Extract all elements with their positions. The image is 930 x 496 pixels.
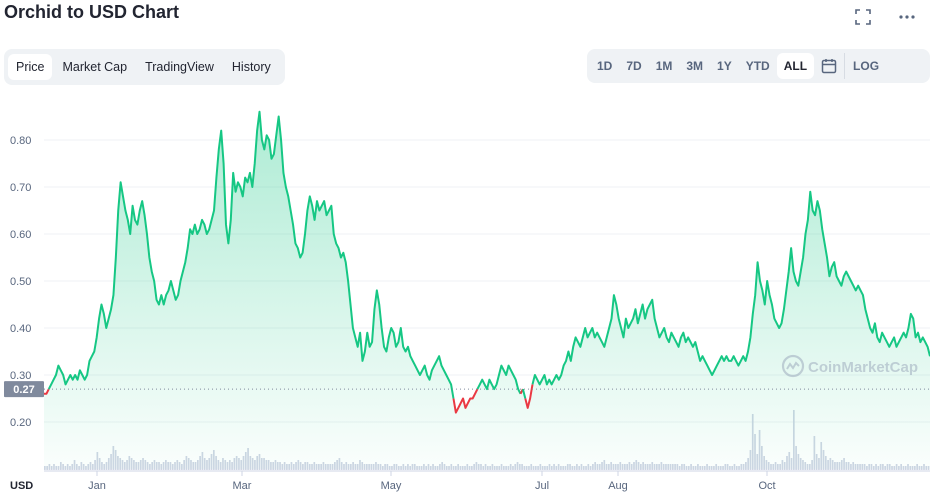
x-tick-label: Oct [758,480,775,492]
range-1y[interactable]: 1Y [717,59,732,73]
range-1m[interactable]: 1M [655,59,673,73]
x-axis-ticks: Jan Mar May Jul Aug Oct [88,471,776,492]
y-tick-label: 0.70 [10,182,31,194]
price-area [44,111,930,470]
price-line-segment [452,388,479,414]
x-tick-label: Mar [233,480,252,492]
price-line-segment [531,190,930,386]
coinmarketcap-logo-icon [781,354,805,378]
price-line-segment [47,110,455,399]
tab-history[interactable]: History [231,60,271,74]
y-axis-ticks: 0.80 0.70 0.60 0.50 0.40 0.30 0.20 [10,135,31,429]
reference-price-text: 0.27 [13,384,34,396]
y-tick-label: 0.60 [10,229,31,241]
calendar-icon[interactable] [818,55,840,77]
range-7d[interactable]: 7D [626,59,642,73]
x-tick-label: Aug [608,480,628,492]
range-ytd[interactable]: YTD [745,59,770,73]
price-line-segment [521,388,527,399]
currency-label: USD [10,480,33,492]
page-title: Orchid to USD Chart [4,2,180,22]
x-tick-label: Jan [88,480,106,492]
range-1d[interactable]: 1D [597,59,613,73]
log-scale-toggle[interactable]: LOG [844,53,888,79]
y-tick-label: 0.50 [10,276,31,288]
tab-market-cap[interactable]: Market Cap [62,60,128,74]
y-tick-label: 0.20 [10,417,31,429]
y-tick-label: 0.30 [10,370,31,382]
reference-price-label: 0.27 [4,381,44,398]
range-3m[interactable]: 3M [686,59,704,73]
tab-price[interactable]: Price [8,54,53,80]
time-range-selector: 1D 7D 1M 3M 1Y YTD ALL LOG [587,49,930,83]
chart-type-tabs: Price Market Cap TradingView History [4,49,285,85]
price-line-segment [476,364,522,395]
y-tick-label: 0.80 [10,135,31,147]
watermark-text: CoinMarketCap [808,359,918,376]
tab-tradingview[interactable]: TradingView [145,60,214,74]
header-actions [852,6,918,28]
coinmarketcap-watermark: CoinMarketCap [781,354,918,378]
expand-icon[interactable] [852,6,874,28]
price-line-segment [44,388,50,395]
x-tick-label: Jul [535,480,549,492]
y-tick-label: 0.40 [10,323,31,335]
more-icon[interactable] [896,6,918,28]
price-line-segment [524,384,534,409]
price-lines [44,110,930,414]
x-tick-label: May [381,480,402,492]
range-all[interactable]: ALL [776,53,815,79]
